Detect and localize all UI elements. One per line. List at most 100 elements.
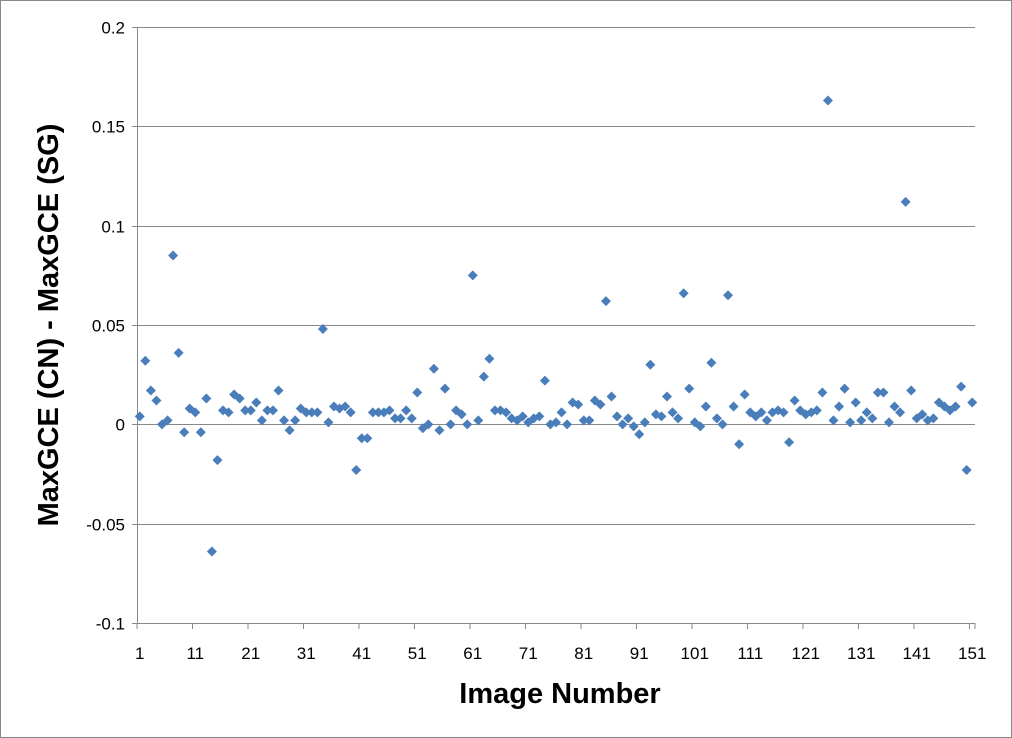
data-point <box>456 409 467 420</box>
data-point <box>179 427 190 438</box>
data-point <box>700 401 711 412</box>
data-point <box>267 405 278 416</box>
data-point <box>906 385 917 396</box>
data-point <box>845 417 856 428</box>
y-tick-label: -0.1 <box>96 615 125 634</box>
data-point <box>834 401 845 412</box>
data-point <box>534 411 545 422</box>
data-point <box>340 401 351 412</box>
data-point <box>617 419 628 430</box>
x-tick-label: 81 <box>574 644 593 663</box>
data-points <box>134 95 978 557</box>
data-point <box>756 407 767 418</box>
data-point <box>151 395 162 406</box>
data-point <box>639 417 650 428</box>
data-point <box>256 415 267 426</box>
data-point <box>667 407 678 418</box>
data-point <box>761 415 772 426</box>
data-point <box>234 393 245 404</box>
data-point <box>656 411 667 422</box>
data-point <box>501 407 512 418</box>
x-tick-label: 91 <box>630 644 649 663</box>
data-point <box>195 427 206 438</box>
data-point <box>867 413 878 424</box>
data-point <box>573 399 584 410</box>
data-point <box>822 95 833 106</box>
data-point <box>168 250 179 261</box>
axes <box>132 27 976 629</box>
data-point <box>861 407 872 418</box>
data-point <box>623 413 634 424</box>
data-point <box>412 387 423 398</box>
data-point <box>728 401 739 412</box>
data-point <box>273 385 284 396</box>
data-point <box>489 405 500 416</box>
x-tick-label: 1 <box>135 644 144 663</box>
data-point <box>290 415 301 426</box>
x-tick-label: 31 <box>297 644 316 663</box>
y-tick-label: 0.05 <box>92 317 125 336</box>
data-point <box>384 405 395 416</box>
data-point <box>206 546 217 557</box>
x-tick-label: 61 <box>463 644 482 663</box>
data-point <box>551 417 561 428</box>
data-point <box>817 387 828 398</box>
data-point <box>323 417 334 428</box>
x-tick-label: 151 <box>958 644 986 663</box>
data-point <box>961 465 972 476</box>
data-point <box>312 407 323 418</box>
data-point <box>162 415 173 426</box>
x-tick-label: 141 <box>903 644 931 663</box>
data-point <box>562 419 573 430</box>
x-tick-label: 121 <box>792 644 820 663</box>
y-axis-title: MaxGCE (CN) - MaxGCE (SG) <box>33 124 65 527</box>
data-point <box>784 437 795 448</box>
data-point <box>367 407 378 418</box>
data-point <box>684 383 695 394</box>
data-point <box>284 425 295 436</box>
data-point <box>872 387 883 398</box>
data-point <box>578 415 589 426</box>
data-point <box>345 407 356 418</box>
data-point <box>484 353 495 364</box>
y-tick-label: 0 <box>116 416 125 435</box>
data-point <box>661 391 672 402</box>
data-point <box>251 397 262 408</box>
data-point <box>789 395 800 406</box>
data-point <box>739 389 750 400</box>
data-point <box>956 381 967 392</box>
data-point <box>878 387 889 398</box>
data-point <box>223 407 234 418</box>
x-tick-label: 131 <box>847 644 875 663</box>
data-point <box>612 411 623 422</box>
data-point <box>706 357 717 368</box>
x-tick-label: 101 <box>681 644 709 663</box>
data-point <box>711 413 722 424</box>
x-tick-label: 21 <box>241 644 260 663</box>
data-point <box>584 415 595 426</box>
data-point <box>928 413 939 424</box>
data-point <box>828 415 839 426</box>
data-point <box>140 355 151 366</box>
data-point <box>539 375 550 386</box>
data-point <box>212 455 223 466</box>
data-point <box>917 409 928 420</box>
data-point <box>201 393 212 404</box>
data-point <box>423 419 434 430</box>
x-tick-label: 111 <box>737 644 763 663</box>
data-point <box>145 385 156 396</box>
data-point <box>395 413 406 424</box>
data-point <box>245 405 256 416</box>
data-point <box>190 407 201 418</box>
x-tick-label: 11 <box>186 644 204 663</box>
data-point <box>673 413 684 424</box>
data-point <box>473 415 484 426</box>
data-point <box>134 411 145 422</box>
data-point <box>434 425 445 436</box>
data-point <box>306 407 317 418</box>
data-point <box>645 359 656 370</box>
data-point <box>678 288 689 299</box>
data-point <box>600 296 611 307</box>
data-point <box>173 347 184 358</box>
data-point <box>634 429 645 440</box>
